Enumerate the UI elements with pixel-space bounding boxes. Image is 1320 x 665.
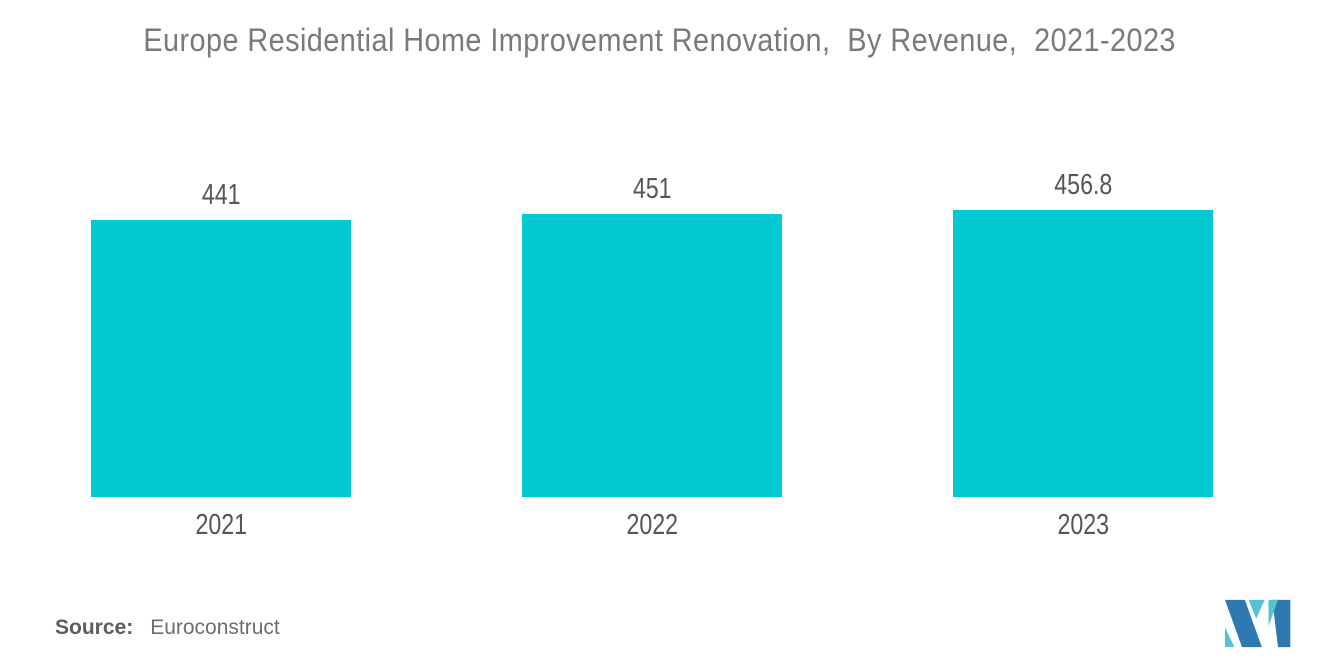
axis-tick-2021: 2021 [195, 509, 247, 541]
chart-title-container: Europe Residential Home Improvement Reno… [0, 22, 1320, 59]
value-label-2023: 456.8 [1053, 169, 1113, 201]
bar-group-2021: 441 2021 [91, 140, 351, 541]
logo-left-dark-band [1224, 599, 1262, 648]
bar-2022 [522, 214, 782, 497]
logo-m-mark [1224, 599, 1291, 648]
value-label-2021: 441 [201, 179, 241, 211]
source-label: Source: [55, 616, 134, 639]
bar-group-2022: 451 2022 [522, 140, 782, 541]
logo-right-teal-triangle [1268, 599, 1278, 627]
logo-top-teal-triangle [1248, 599, 1265, 619]
logo-bottom-left-teal-triangle [1224, 627, 1235, 648]
axis-tick-2022: 2022 [626, 509, 678, 541]
axis-tick-2023: 2023 [1057, 509, 1109, 541]
bar-2023 [953, 210, 1213, 497]
chart-title: Europe Residential Home Improvement Reno… [143, 22, 1177, 58]
logo-right-dark-shape [1272, 599, 1291, 648]
bar-2021 [91, 220, 351, 497]
axis-tick-2023-container: 2023 [953, 509, 1213, 542]
mordor-intelligence-logo [1224, 599, 1296, 648]
value-label-2022: 451 [632, 173, 672, 205]
axis-tick-2021-container: 2021 [91, 509, 351, 542]
bar-group-2023: 456.8 2023 [953, 140, 1213, 541]
axis-tick-2022-container: 2022 [522, 509, 782, 542]
source-line: Source: Euroconstruct [55, 616, 280, 640]
source-value: Euroconstruct [150, 616, 280, 639]
bar-chart-plot-area: 441 2021 451 2022 456.8 2023 [0, 140, 1320, 541]
